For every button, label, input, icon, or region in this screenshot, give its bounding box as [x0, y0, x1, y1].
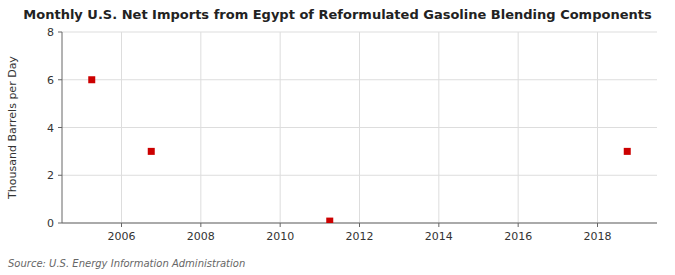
- x-tick: [359, 223, 360, 227]
- y-tick-label: 8: [47, 26, 54, 39]
- grid: [62, 32, 657, 223]
- x-tick: [597, 223, 598, 227]
- y-tick: [58, 32, 62, 33]
- x-tick-label: 2010: [266, 230, 294, 243]
- y-grid-line: [62, 175, 657, 176]
- y-tick-label: 4: [47, 122, 54, 135]
- y-grid-line: [62, 32, 657, 33]
- y-axis-label: Thousand Barrels per Day: [6, 56, 19, 200]
- point: [88, 76, 95, 83]
- x-tick-label: 2012: [346, 230, 374, 243]
- source: Source: U.S. Energy Information Administ…: [8, 258, 245, 269]
- y-tick: [58, 175, 62, 176]
- point: [624, 148, 631, 155]
- x-tick-label: 2006: [108, 230, 136, 243]
- points: [88, 76, 631, 223]
- y-tick: [58, 79, 62, 80]
- x-tick-label: 2008: [187, 230, 215, 243]
- x-tick-label: 2016: [504, 230, 532, 243]
- x-tick: [121, 223, 122, 227]
- y-grid-line: [62, 79, 657, 80]
- y-tick-label: 0: [47, 217, 54, 230]
- point: [326, 218, 333, 223]
- x-tick: [518, 223, 519, 227]
- y-tick: [58, 223, 62, 224]
- y-tick-label: 6: [47, 74, 54, 87]
- x-tick: [438, 223, 439, 227]
- y-tick-label: 2: [47, 169, 54, 182]
- title: Monthly U.S. Net Imports from Egypt of R…: [23, 7, 652, 22]
- x-tick: [200, 223, 201, 227]
- x-tick-label: 2014: [425, 230, 453, 243]
- x-tick: [280, 223, 281, 227]
- chart: 2006 2008 2010 2012 2014 2016 2018 0 2 4 6 8 Monthly…: [0, 0, 675, 275]
- y-grid-line: [62, 127, 657, 128]
- point: [148, 148, 155, 155]
- x-tick-label: 2018: [584, 230, 612, 243]
- y-tick: [58, 127, 62, 128]
